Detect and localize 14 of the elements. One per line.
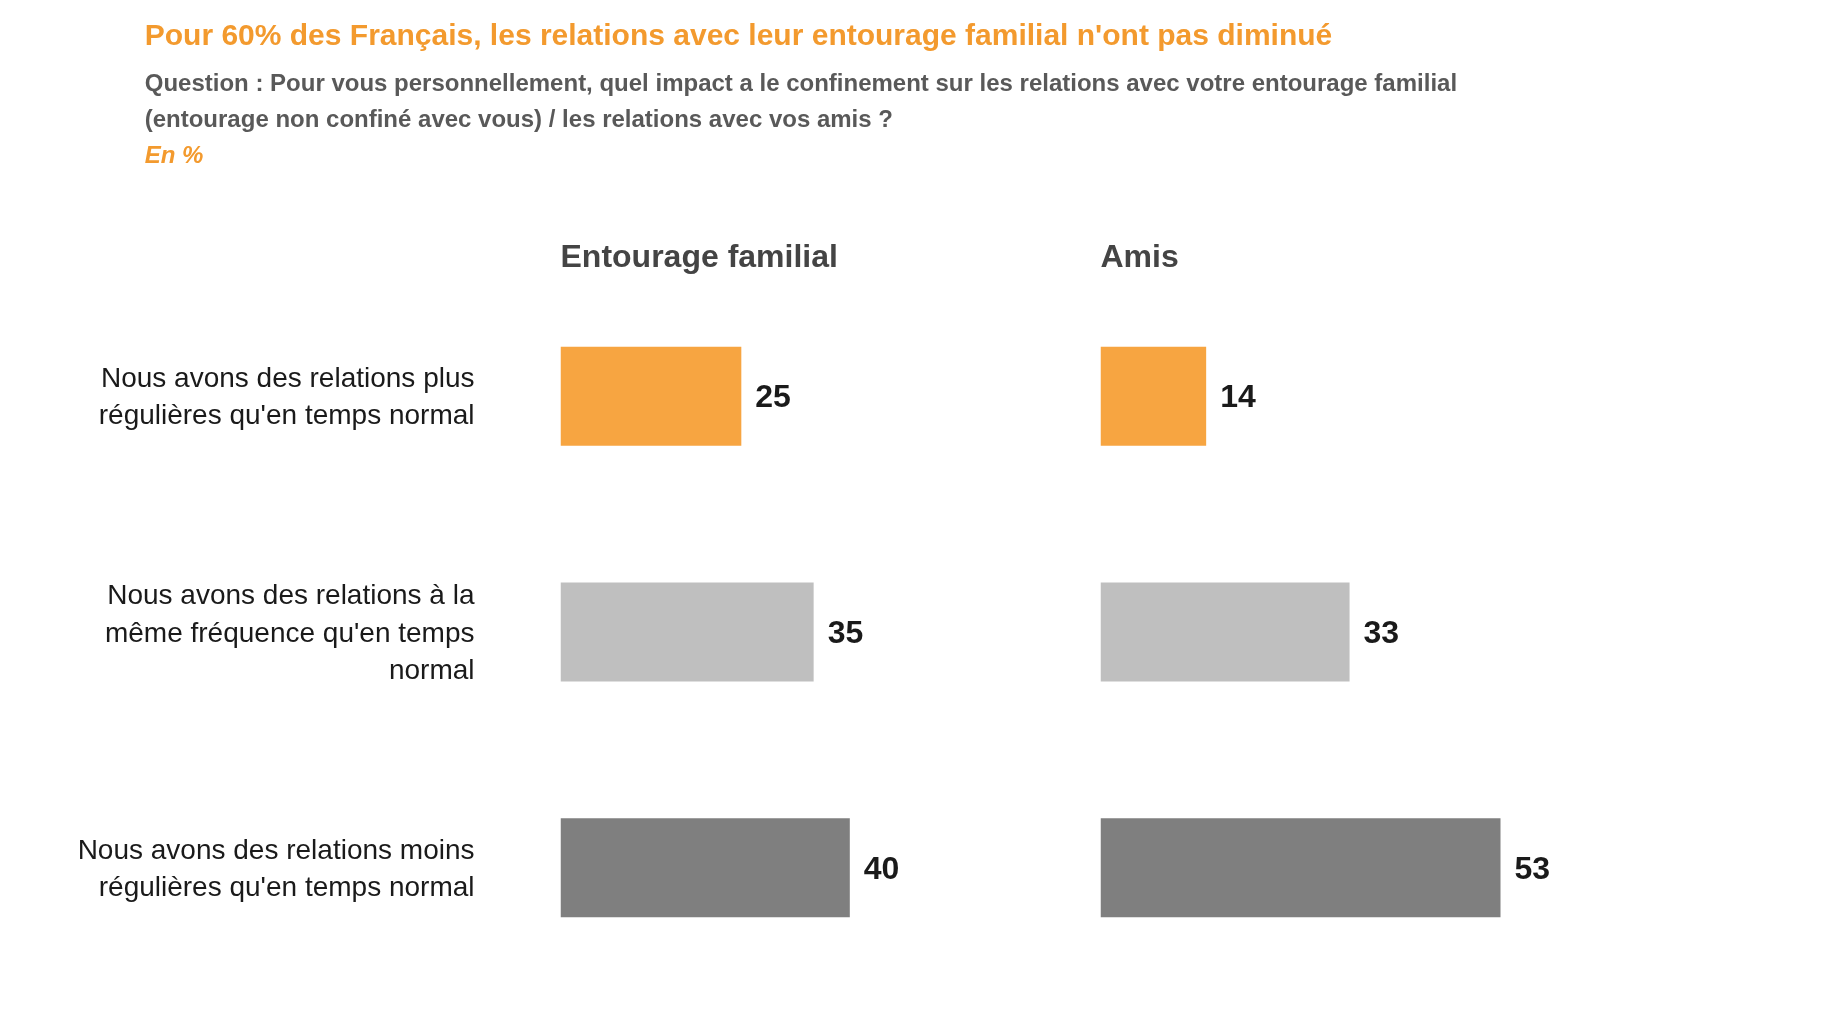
y-tick-label: Nous avons des relations moins régulières qu'en temps normal bbox=[77, 833, 475, 902]
text: En % bbox=[144, 141, 204, 169]
data-label: 35 bbox=[827, 614, 864, 650]
chart-title: Pour 60% des Français, les relations avec leur entourage familial n'ont pas diminué bbox=[144, 17, 1333, 51]
y-tick-label: Nous avons des relations à la même fréquence qu'en temps normal bbox=[104, 579, 475, 685]
text: Amis bbox=[1100, 237, 1179, 274]
data-label: 40 bbox=[863, 849, 900, 886]
y-tick-label: Nous avons des relations plus régulières qu'en temps normal bbox=[98, 362, 475, 431]
text: Entourage familial bbox=[560, 237, 838, 274]
data-label: 53 bbox=[1514, 849, 1551, 886]
data-label: 33 bbox=[1363, 614, 1400, 650]
chart-subtitle: Question : Pour vous personnellement, quel impact a le confinement sur les relations avec votre entourage familial (entourage non confiné avec vous) / les relations avec vos amis ? bbox=[144, 68, 1458, 132]
data-label: 25 bbox=[755, 378, 791, 415]
data-label: 14 bbox=[1220, 378, 1256, 415]
